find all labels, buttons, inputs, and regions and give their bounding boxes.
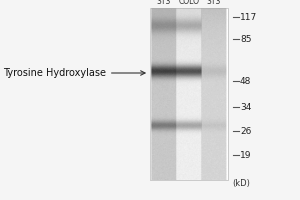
Text: 48: 48 bbox=[240, 76, 251, 86]
Text: (kD): (kD) bbox=[232, 179, 250, 188]
Text: 117: 117 bbox=[240, 12, 257, 21]
Text: 3T3: 3T3 bbox=[207, 0, 221, 6]
Text: 34: 34 bbox=[240, 102, 251, 112]
Text: 3T3: 3T3 bbox=[157, 0, 171, 6]
Text: COLO: COLO bbox=[178, 0, 200, 6]
Bar bbox=[150, 8, 228, 180]
Text: 26: 26 bbox=[240, 127, 251, 136]
Text: 85: 85 bbox=[240, 34, 251, 44]
Text: 19: 19 bbox=[240, 151, 251, 160]
Text: Tyrosine Hydroxylase: Tyrosine Hydroxylase bbox=[3, 68, 145, 78]
